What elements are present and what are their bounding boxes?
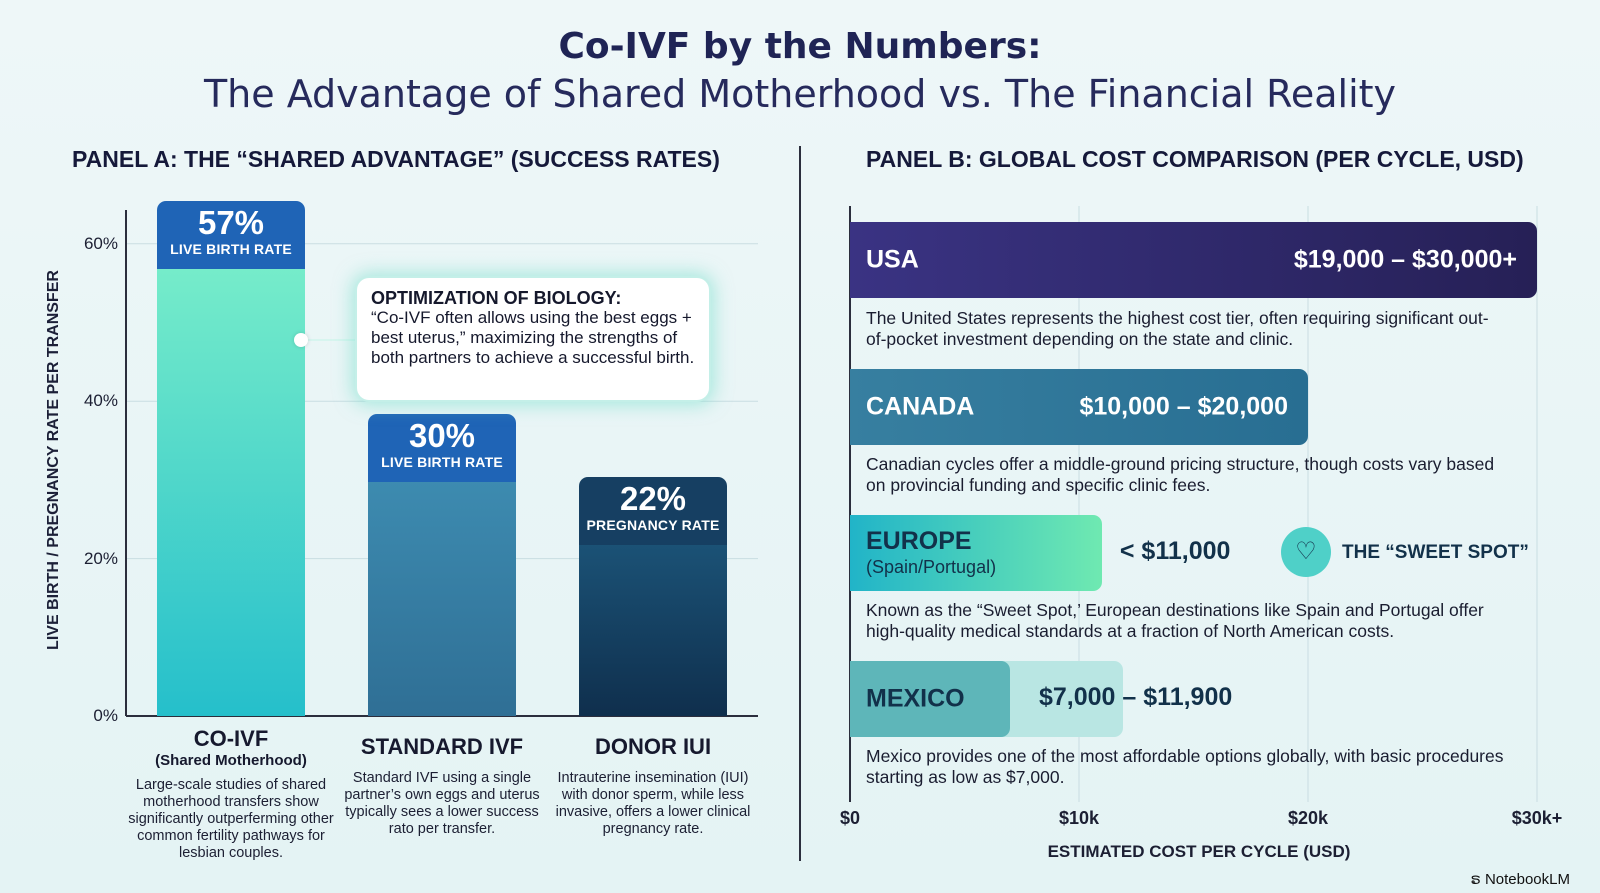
notebooklm-icon: ຣ [1470,871,1485,888]
page-subtitle: The Advantage of Shared Motherhood vs. T… [203,72,1397,116]
cost-description: Canadian cycles offer a middle-ground pr… [866,454,1495,495]
panel-divider [799,146,801,861]
bar-value-header: 22% PREGNANCY RATE [579,476,727,545]
biology-callout: OPTIMIZATION OF BIOLOGY: “Co-IVF often a… [357,278,709,400]
bar-value-label: 57% [197,204,265,242]
bar-value-label: 30% [408,416,476,454]
category-sublabel: (Shared Motherhood) [155,752,307,769]
panel-a-y-tick: 20% [83,548,118,568]
cost-bar-europe: EUROPE (Spain/Portugal) [850,515,1102,591]
cost-bar-price: $19,000 – $30,000+ [1293,245,1517,274]
cost-bar-country: USA [866,245,919,274]
cost-bar-country: MEXICO [866,684,965,713]
panel-b-title: PANEL B: GLOBAL COST COMPARISON (PER CYC… [866,146,1524,172]
bar-value-header: 30% LIVE BIRTH RATE [368,413,516,482]
brand-name: NotebookLM [1484,871,1570,888]
page-title: Co-IVF by the Numbers: [558,26,1042,67]
notebooklm-logo: ຣ NotebookLM [1471,870,1570,888]
callout-connector [301,339,357,341]
panel-a-y-tick: 0% [93,706,118,725]
cost-bar-canada: CANADA $10,000 – $20,000 [850,369,1308,445]
cost-bar-country-sub: (Spain/Portugal) [866,557,997,577]
panel-b-x-tick: $0 [839,808,861,828]
bar-rate-label: LIVE BIRTH RATE [381,453,503,470]
cost-bar-min-segment [850,661,1011,737]
cost-bar-country: EUROPE [866,527,972,555]
cost-description: Known as the “Sweet Spot,’ European dest… [866,600,1484,641]
category-label: DONOR IUI [594,734,712,759]
panel-a-y-tick: 60% [83,233,118,253]
panel-b-x-tick: $10k [1058,808,1100,828]
cost-description: The United States represents the highest… [866,308,1489,349]
heart-euro-icon: ♡ [1281,527,1331,577]
cost-bar-usa: USA $19,000 – $30,000+ [850,222,1537,298]
category-description: Intrauterine insemination (IUI) with don… [555,770,751,837]
bar-donor-iui [579,542,727,716]
callout-text: “Co-IVF often allows using the best eggs… [371,308,695,367]
bar-standard-ivf [368,479,516,716]
category-description: Large-scale studies of shared motherhood… [128,777,334,861]
cost-description: Mexico provides one of the most affordab… [866,746,1504,787]
category-label: STANDARD IVF [360,734,524,759]
bar-co-ivf [157,267,305,716]
bar-rate-label: LIVE BIRTH RATE [170,241,292,258]
panel-a-y-tick: 40% [83,391,118,411]
cost-bar-price: $10,000 – $20,000 [1079,392,1288,421]
callout-heading: OPTIMIZATION OF BIOLOGY: [371,288,622,308]
bar-value-label: 22% [619,479,687,517]
panel-b-x-tick: $30k+ [1511,808,1563,828]
bar-value-header: 57% LIVE BIRTH RATE [157,201,305,270]
bar-rate-label: PREGNANCY RATE [586,516,720,533]
cost-bar-country: CANADA [866,392,975,421]
cost-bar-mexico: MEXICO [850,661,1123,737]
panel-a-title: PANEL A: THE “SHARED ADVANTAGE” (SUCCESS… [72,146,720,172]
cost-bar-price: $7,000 – $11,900 [1039,683,1233,711]
callout-dot [294,333,308,347]
panel-b-x-tick: $20k [1287,808,1329,828]
category-label: CO-IVF [193,726,269,751]
panel-b-x-axis-label: ESTIMATED COST PER CYCLE (USD) [1047,842,1351,861]
cost-bar-price: < $11,000 [1119,537,1231,565]
sweet-spot-label: THE “SWEET SPOT” [1342,542,1529,563]
category-description: Standard IVF using a single partner’s ow… [344,770,540,837]
